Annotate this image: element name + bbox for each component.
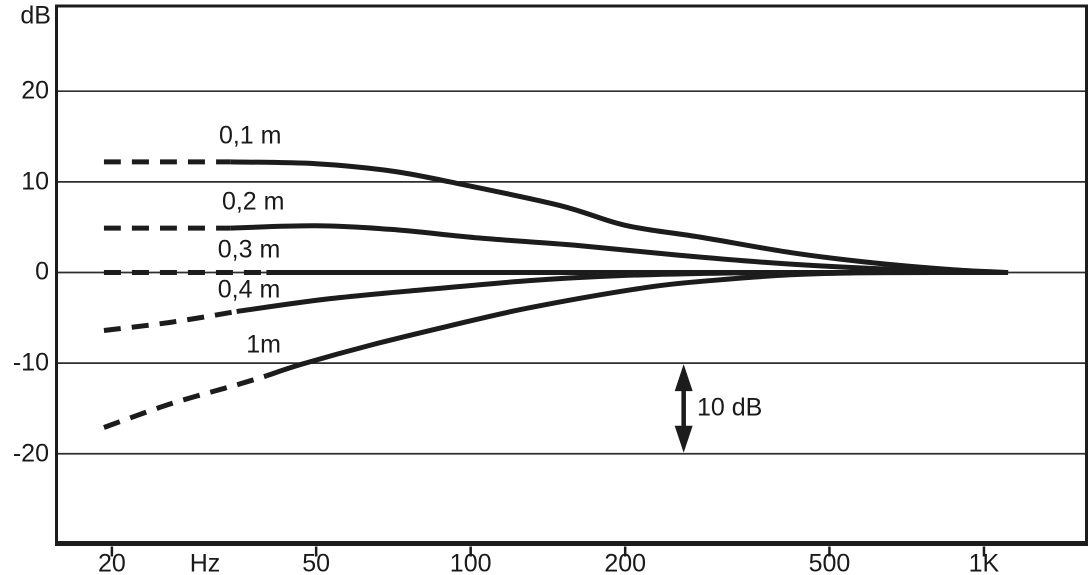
curve-4-solid: [265, 269, 1009, 379]
curve-4-dashed: [103, 373, 268, 430]
curve-label-3: 0,4 m: [217, 275, 281, 304]
curve-1-solid: [230, 223, 1009, 275]
x-tick-label-5: 1K: [968, 549, 1000, 575]
curve-label-2: 0,3 m: [217, 235, 281, 264]
x-tick-label-4: 500: [808, 549, 851, 575]
scale-annotation-label: 10 dB: [696, 393, 763, 422]
x-axis-unit-label: Hz: [189, 549, 221, 575]
curve-label-1: 0,2 m: [221, 187, 285, 216]
y-tick-label-1: 10: [21, 167, 49, 196]
x-tick-label-1: 50: [302, 549, 331, 575]
curve-label-0: 0,1 m: [218, 121, 282, 150]
curve-3-dashed: [103, 308, 238, 333]
x-tick-label-2: 100: [449, 549, 492, 575]
y-tick-label-2: 0: [35, 257, 49, 286]
y-tick-label-4: -20: [12, 439, 49, 468]
scale-arrow-head-up: [674, 364, 693, 392]
x-tick-label-3: 200: [604, 549, 647, 575]
y-tick-label-0: 20: [21, 76, 49, 105]
x-tick-label-0: 20: [97, 549, 126, 575]
scale-arrow-head-down: [674, 425, 693, 453]
curve-0-solid: [230, 159, 1009, 275]
y-axis-unit-label: dB: [20, 1, 51, 30]
y-tick-label-3: -10: [12, 348, 49, 377]
curve-label-4: 1m: [246, 330, 281, 359]
